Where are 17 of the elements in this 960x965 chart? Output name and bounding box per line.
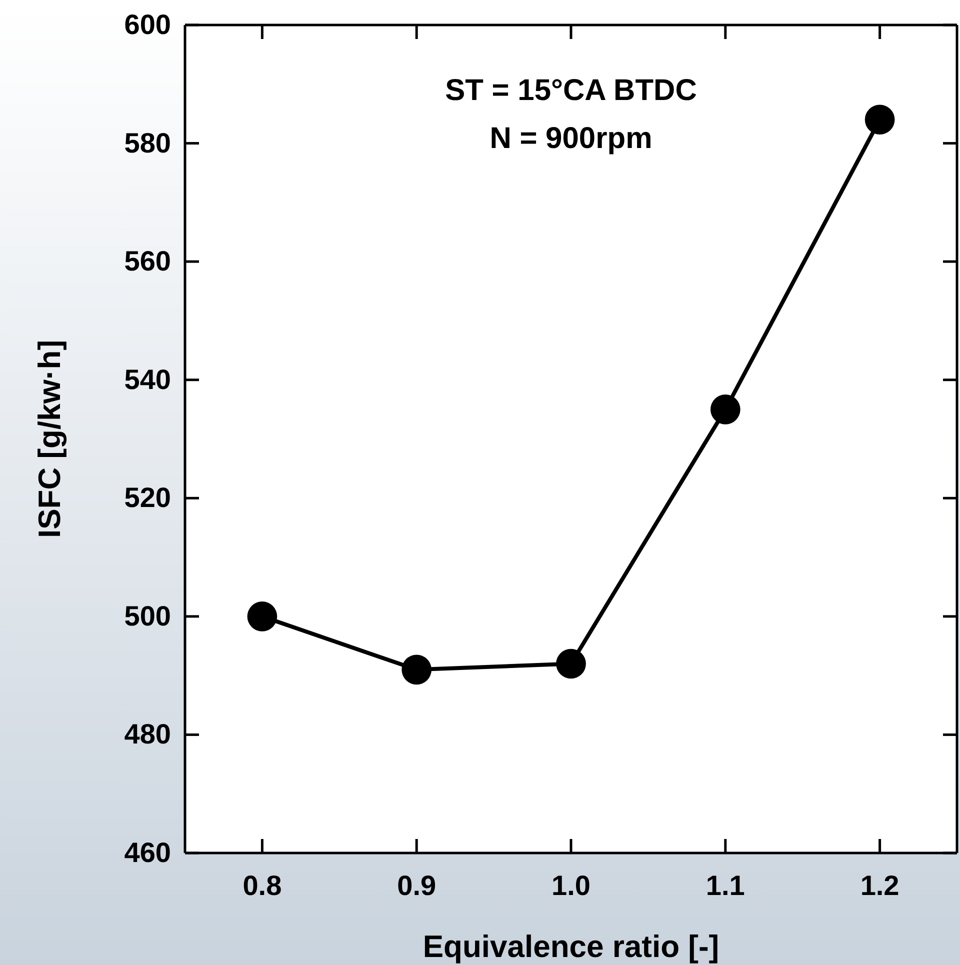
y-tick-label: 460 <box>124 836 171 868</box>
y-axis-title: ISFC [g/kw·h] <box>32 340 67 538</box>
y-tick-label: 600 <box>124 8 171 40</box>
x-tick-label: 0.9 <box>397 870 436 901</box>
y-tick-label: 520 <box>124 482 171 514</box>
annotation: ST = 15°CA BTDC <box>445 74 697 107</box>
y-tick-label: 500 <box>124 600 171 632</box>
x-tick-label: 1.0 <box>552 870 590 901</box>
y-tick-label: 480 <box>124 718 171 750</box>
x-tick-label: 0.8 <box>242 870 282 901</box>
y-tick-label: 540 <box>124 364 171 395</box>
x-axis-title: Equivalence ratio [-] <box>422 929 720 964</box>
y-tick-label: 580 <box>124 127 171 158</box>
x-tick-label: 1.1 <box>706 870 745 901</box>
x-tick-label: 1.2 <box>860 870 900 901</box>
annotation: N = 900rpm <box>490 122 652 155</box>
y-tick-label: 560 <box>124 246 171 277</box>
